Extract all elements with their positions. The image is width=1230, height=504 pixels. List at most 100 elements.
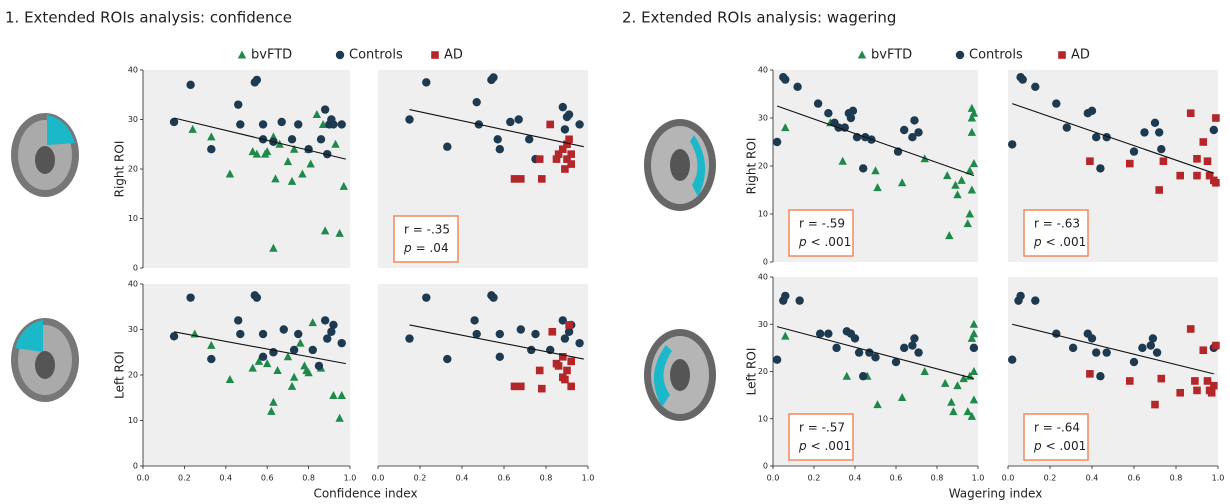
point	[565, 110, 573, 118]
point	[1149, 334, 1157, 342]
point	[443, 355, 451, 363]
point	[567, 358, 575, 366]
annotation-r: r = -.63	[1034, 217, 1080, 231]
point	[773, 138, 781, 146]
panel: r = -.35p= .04	[378, 70, 588, 268]
y-tick-label: 0	[763, 258, 768, 267]
y-tick-label: 40	[128, 66, 138, 75]
point	[489, 293, 497, 301]
point	[494, 135, 502, 143]
x-tick-label: 0.6	[1128, 474, 1141, 483]
point	[1147, 341, 1155, 349]
point	[1058, 51, 1066, 59]
point	[824, 330, 832, 338]
point	[559, 103, 567, 111]
point	[527, 346, 535, 354]
panel-background	[143, 284, 350, 466]
y-tick-label: 40	[128, 280, 138, 289]
point	[186, 293, 194, 301]
point	[1140, 128, 1148, 136]
point	[1187, 325, 1195, 333]
point	[536, 367, 544, 375]
point	[321, 316, 329, 324]
y-tick-label: 10	[128, 416, 138, 425]
point	[207, 355, 215, 363]
annotation-r: r = -.59	[799, 217, 845, 231]
point	[871, 353, 879, 361]
panel: 010203040Right ROI	[113, 66, 351, 273]
point	[1200, 346, 1208, 354]
y-axis-label: Right ROI	[745, 138, 759, 195]
point	[517, 325, 525, 333]
point	[1153, 348, 1161, 356]
point	[1151, 401, 1159, 409]
legend-label: AD	[1071, 48, 1090, 63]
point	[795, 296, 803, 304]
point	[1126, 377, 1134, 385]
x-tick-label: 1.0	[972, 474, 985, 483]
point	[253, 293, 261, 301]
point	[405, 115, 413, 123]
section-title: 1. Extended ROIs analysis: confidence	[5, 9, 292, 27]
point	[431, 51, 439, 59]
point	[290, 346, 298, 354]
point	[859, 164, 867, 172]
point	[538, 385, 546, 393]
point	[329, 321, 337, 329]
y-axis-label: Right ROI	[113, 141, 127, 198]
point	[1069, 344, 1077, 352]
point	[561, 125, 569, 133]
point	[1086, 157, 1094, 165]
point	[1052, 99, 1060, 107]
point	[238, 51, 246, 59]
point	[900, 126, 908, 134]
y-tick-label: 10	[128, 214, 138, 223]
point	[1176, 389, 1184, 397]
point	[1210, 126, 1218, 134]
point	[847, 114, 855, 122]
point	[781, 292, 789, 300]
p-symbol: p	[798, 439, 807, 453]
point	[900, 344, 908, 352]
point	[549, 328, 557, 336]
point	[1187, 109, 1195, 117]
point	[1212, 342, 1220, 350]
point	[294, 330, 302, 338]
point	[234, 316, 242, 324]
y-axis-label: Left ROI	[745, 348, 759, 396]
legend-label: Controls	[969, 48, 1023, 63]
point	[1031, 296, 1039, 304]
point	[525, 135, 533, 143]
point	[956, 51, 964, 59]
point	[1155, 128, 1163, 136]
point	[496, 145, 504, 153]
point	[538, 175, 546, 183]
point	[288, 135, 296, 143]
x-tick-label: 0.0	[767, 474, 780, 483]
p-symbol: p	[798, 235, 807, 249]
x-tick-label: 0.2	[1044, 474, 1057, 483]
x-tick-label: 0.8	[1170, 474, 1183, 483]
point	[259, 330, 267, 338]
x-tick-label: 0.0	[137, 474, 150, 483]
point	[236, 120, 244, 128]
point	[1088, 334, 1096, 342]
point	[1210, 382, 1218, 390]
x-tick-label: 0.6	[261, 474, 274, 483]
annotation-r: r = -.57	[799, 421, 845, 435]
y-axis-label: Left ROI	[113, 351, 127, 399]
point	[859, 372, 867, 380]
point	[814, 99, 822, 107]
point	[1130, 147, 1138, 155]
x-tick-label: 1.0	[344, 474, 357, 483]
point	[561, 376, 569, 384]
point	[849, 107, 857, 115]
point	[170, 332, 178, 340]
x-tick-label: 0.4	[849, 474, 862, 483]
point	[329, 120, 337, 128]
point	[506, 118, 514, 126]
point	[858, 51, 866, 59]
point	[781, 75, 789, 83]
y-tick-label: 0	[763, 462, 768, 471]
point	[563, 367, 571, 375]
